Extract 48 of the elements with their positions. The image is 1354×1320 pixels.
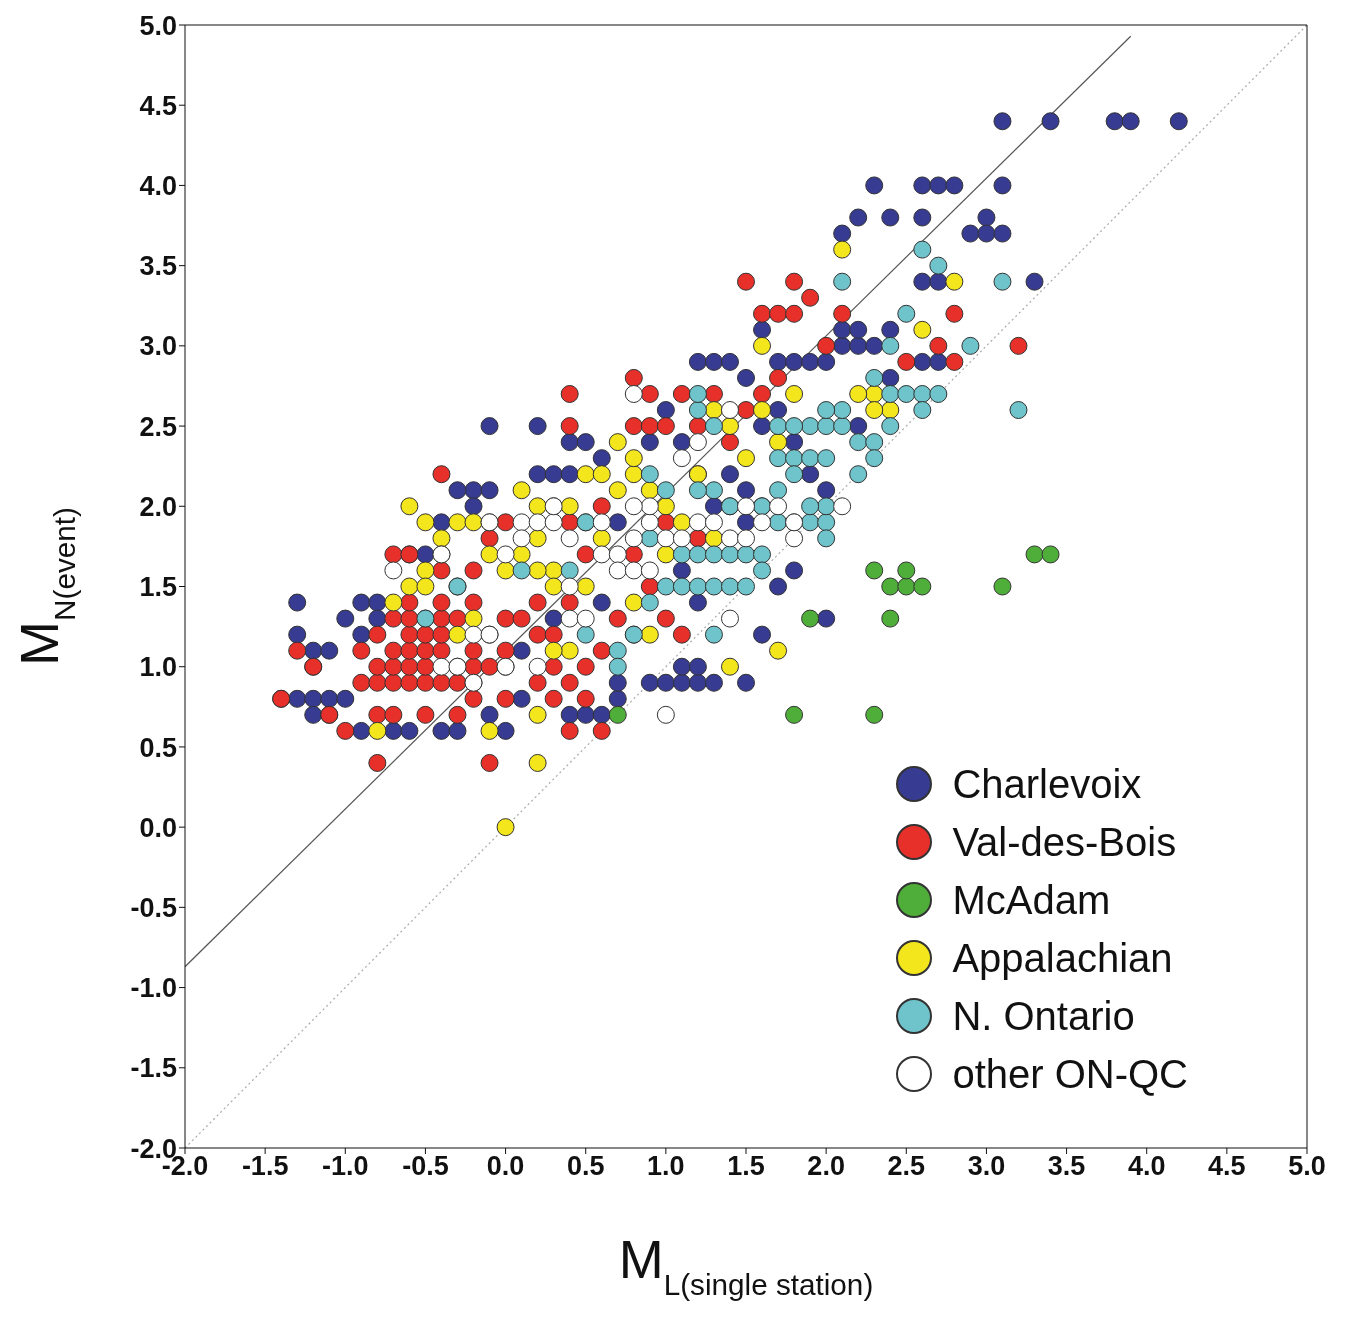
x-tick-label: 2.5 — [887, 1151, 926, 1182]
point — [865, 561, 884, 580]
x-tick-label: 1.0 — [647, 1151, 685, 1182]
x-tick-label: 1.5 — [727, 1151, 765, 1182]
x-tick-label: -0.5 — [402, 1151, 449, 1182]
x-tick-label: 2.0 — [807, 1151, 845, 1182]
y-tick-label: 0.0 — [139, 812, 177, 843]
point — [865, 705, 884, 724]
legend-label: Appalachian — [952, 935, 1173, 981]
legend-label: Charlevoix — [952, 761, 1142, 807]
point — [1025, 545, 1044, 564]
y-tick-label: 3.0 — [139, 331, 177, 362]
point — [897, 561, 916, 580]
x-tick-label: 4.5 — [1208, 1151, 1246, 1182]
point — [913, 577, 932, 596]
point — [881, 577, 900, 596]
legend-label: McAdam — [952, 877, 1111, 923]
y-tick-label: 4.0 — [139, 171, 177, 202]
point — [993, 577, 1012, 596]
point — [881, 609, 900, 628]
y-tick-label: -1.0 — [130, 973, 177, 1004]
legend-label: other ON-QC — [952, 1051, 1188, 1097]
x-tick-label: 3.0 — [967, 1151, 1006, 1182]
x-tick-label: -1.5 — [241, 1151, 289, 1182]
y-tick-label: 5.0 — [139, 10, 177, 41]
x-tick-label: 5.0 — [1288, 1151, 1326, 1182]
point — [785, 705, 804, 724]
x-tick-label: 0.5 — [566, 1151, 605, 1182]
point — [897, 577, 916, 596]
y-tick-label: 1.0 — [139, 652, 177, 683]
x-tick-label: 3.5 — [1047, 1151, 1086, 1182]
legend-label: N. Ontario — [952, 993, 1135, 1039]
legend-label: Val-des-Bois — [952, 819, 1177, 865]
point — [801, 609, 820, 628]
x-tick-label: -1.0 — [322, 1151, 369, 1182]
y-tick-label: 0.5 — [139, 732, 177, 763]
y-tick-label: 1.5 — [139, 572, 177, 603]
y-tick-label: 3.5 — [139, 251, 177, 282]
y-tick-label: 4.5 — [139, 90, 177, 121]
x-tick-label: 0.0 — [486, 1151, 525, 1182]
y-tick-label: 2.0 — [139, 491, 177, 522]
x-tick-label: 4.0 — [1127, 1151, 1166, 1182]
point — [608, 705, 627, 724]
y-tick-label: 2.5 — [139, 411, 177, 442]
y-tick-label: -1.5 — [130, 1053, 177, 1084]
y-tick-label: -0.5 — [130, 892, 177, 923]
point — [1041, 545, 1060, 564]
x-axis-title: M$_{L(single station)}$ — [618, 1229, 874, 1301]
